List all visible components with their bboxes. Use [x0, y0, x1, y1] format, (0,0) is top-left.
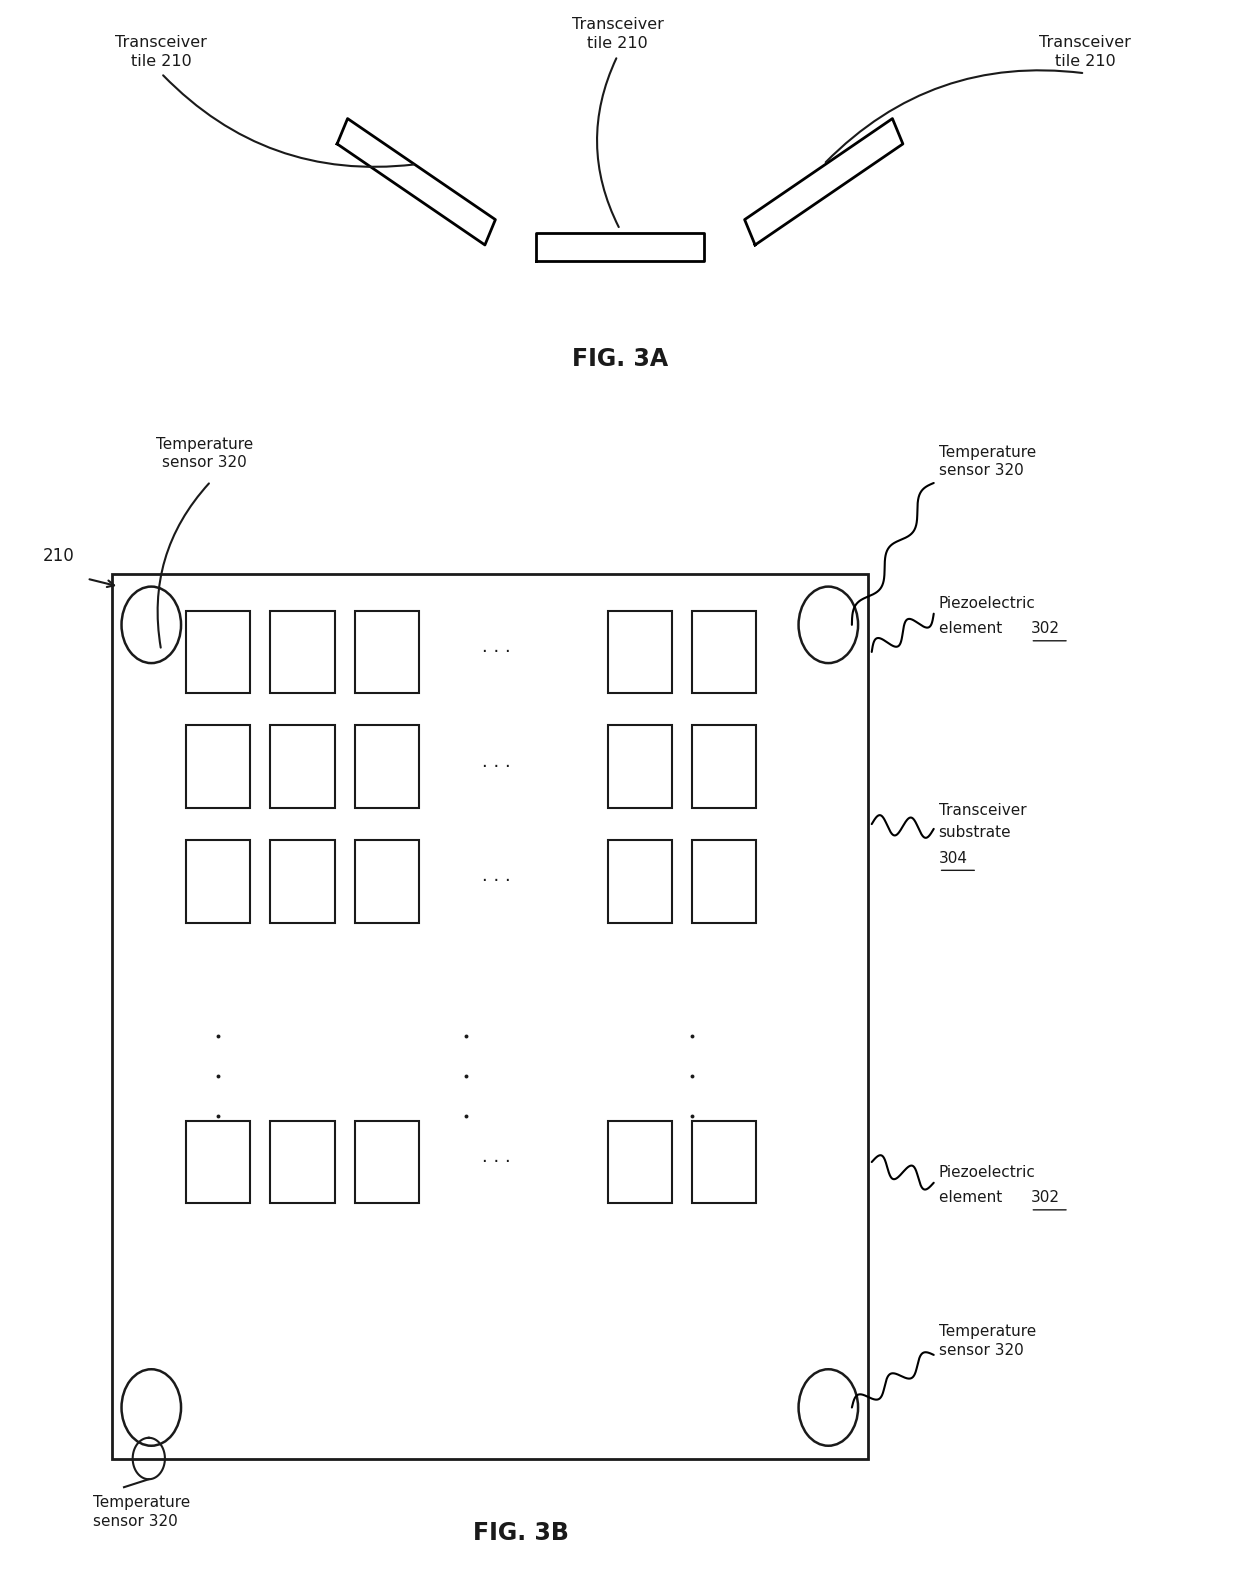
Polygon shape — [536, 233, 704, 261]
Text: Transceiver: Transceiver — [939, 803, 1027, 818]
Circle shape — [799, 587, 858, 663]
Text: FIG. 3B: FIG. 3B — [472, 1521, 569, 1546]
Polygon shape — [337, 118, 496, 245]
Text: Piezoelectric: Piezoelectric — [939, 1165, 1035, 1180]
Bar — [186, 725, 250, 808]
Text: 210: 210 — [42, 547, 74, 566]
Bar — [112, 574, 868, 1459]
Text: Transceiver
tile 210: Transceiver tile 210 — [115, 35, 207, 69]
Bar — [355, 840, 419, 923]
Bar — [270, 611, 335, 693]
Circle shape — [122, 587, 181, 663]
Text: Transceiver
tile 210: Transceiver tile 210 — [1039, 35, 1131, 69]
Bar — [608, 840, 672, 923]
Bar — [608, 611, 672, 693]
Bar — [355, 1121, 419, 1203]
Text: Temperature
sensor 320: Temperature sensor 320 — [156, 437, 253, 470]
Bar — [355, 725, 419, 808]
Text: Piezoelectric: Piezoelectric — [939, 596, 1035, 611]
Bar — [608, 1121, 672, 1203]
Bar — [270, 840, 335, 923]
Bar — [186, 1121, 250, 1203]
Bar — [355, 611, 419, 693]
Text: element: element — [939, 622, 1007, 636]
Bar — [608, 725, 672, 808]
Polygon shape — [744, 118, 903, 245]
Text: FIG. 3A: FIG. 3A — [572, 346, 668, 371]
Text: 304: 304 — [939, 851, 967, 866]
Bar — [186, 840, 250, 923]
Text: Temperature
sensor 320: Temperature sensor 320 — [939, 1325, 1035, 1358]
Bar — [186, 611, 250, 693]
Text: · · ·: · · · — [481, 642, 511, 662]
Circle shape — [122, 1369, 181, 1446]
Text: 302: 302 — [1030, 1191, 1059, 1205]
Text: 302: 302 — [1030, 622, 1059, 636]
Text: element: element — [939, 1191, 1007, 1205]
Text: Temperature
sensor 320: Temperature sensor 320 — [939, 445, 1035, 478]
Bar — [692, 725, 756, 808]
Bar — [692, 1121, 756, 1203]
Bar — [692, 611, 756, 693]
Text: · · ·: · · · — [481, 757, 511, 776]
Text: substrate: substrate — [939, 826, 1012, 840]
Text: · · ·: · · · — [481, 1152, 511, 1172]
Bar — [270, 1121, 335, 1203]
Bar — [692, 840, 756, 923]
Circle shape — [799, 1369, 858, 1446]
Text: · · ·: · · · — [481, 872, 511, 891]
Text: Temperature
sensor 320: Temperature sensor 320 — [93, 1495, 190, 1529]
Bar — [270, 725, 335, 808]
Text: Transceiver
tile 210: Transceiver tile 210 — [572, 18, 663, 51]
